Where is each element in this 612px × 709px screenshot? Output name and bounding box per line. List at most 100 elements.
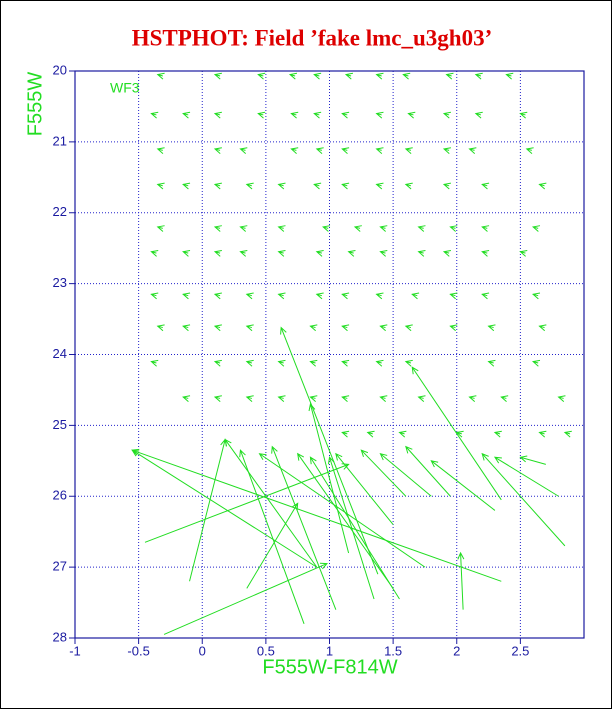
arrow — [246, 502, 299, 589]
arrow — [563, 430, 572, 438]
arrow — [182, 324, 191, 332]
arrow — [290, 147, 299, 154]
arrow — [538, 324, 547, 332]
arrow — [213, 225, 222, 232]
arrow — [257, 111, 266, 119]
annotation: WF3 — [110, 80, 140, 96]
arrow — [144, 463, 350, 543]
arrow — [455, 430, 464, 438]
arrow — [411, 292, 420, 300]
arrow — [341, 182, 350, 190]
arrow — [404, 324, 413, 332]
arrow — [239, 147, 248, 154]
arrow — [407, 111, 416, 119]
arrow — [315, 147, 324, 154]
arrow — [379, 452, 432, 497]
arrow — [297, 452, 394, 589]
y-tick-label: 20 — [53, 62, 67, 77]
arrow — [404, 359, 413, 367]
x-tick-label: 2 — [453, 643, 460, 658]
arrow — [131, 449, 318, 568]
arrow — [288, 72, 298, 80]
arrow — [375, 147, 384, 154]
arrow — [500, 395, 509, 403]
arrow — [449, 292, 458, 300]
arrow — [277, 249, 286, 257]
y-axis-label: F555W — [24, 72, 46, 137]
arrow — [531, 292, 541, 300]
arrow — [417, 249, 426, 257]
x-tick-label: 0 — [199, 643, 206, 658]
arrow — [213, 359, 222, 367]
arrow — [213, 249, 222, 257]
arrow — [257, 72, 266, 80]
arrow — [150, 359, 159, 367]
y-tick-label: 22 — [53, 204, 67, 219]
arrow — [150, 249, 159, 257]
arrow — [341, 147, 350, 154]
x-tick-label: -0.5 — [127, 643, 149, 658]
arrow — [375, 111, 384, 119]
arrow — [430, 460, 496, 511]
arrow — [442, 147, 452, 154]
arrow — [239, 249, 248, 257]
arrow — [531, 359, 541, 367]
arrow — [531, 225, 541, 232]
arrow — [150, 111, 159, 119]
arrow — [375, 359, 384, 367]
arrow — [481, 225, 490, 232]
arrow — [505, 72, 514, 80]
y-tick-label: 26 — [53, 488, 67, 503]
arrow — [280, 326, 379, 575]
arrow — [245, 182, 254, 190]
arrow — [271, 445, 337, 610]
arrow — [277, 182, 286, 190]
arrow — [445, 72, 454, 80]
arrow — [474, 111, 483, 119]
arrow — [156, 72, 165, 80]
arrow — [341, 395, 350, 403]
arrow — [379, 225, 388, 232]
arrow — [313, 111, 322, 119]
y-tick-label: 23 — [53, 275, 67, 290]
arrow — [379, 324, 388, 332]
arrow — [449, 225, 458, 232]
arrow — [156, 324, 165, 332]
arrow — [213, 292, 222, 300]
x-tick-label: 1.5 — [384, 643, 402, 658]
arrow — [379, 249, 388, 257]
arrow — [245, 292, 254, 300]
arrow — [277, 292, 286, 300]
y-tick-label: 28 — [53, 629, 67, 644]
arrow — [417, 395, 426, 403]
arrow — [404, 182, 413, 190]
arrow — [189, 438, 228, 582]
arrow — [493, 430, 502, 438]
arrow — [474, 72, 483, 80]
arrow — [182, 395, 191, 403]
arrow — [405, 445, 451, 497]
arrow — [245, 324, 254, 332]
arrow — [481, 182, 490, 190]
arrow — [290, 111, 299, 119]
arrow — [308, 402, 350, 554]
arrow — [411, 366, 502, 501]
chart-title: HSTPHOT: Field ’fake lmc_u3gh03’ — [132, 25, 493, 50]
arrow — [213, 395, 222, 403]
arrow — [322, 225, 331, 232]
arrow — [313, 72, 322, 80]
x-tick-label: -1 — [69, 643, 81, 658]
arrow — [163, 562, 329, 635]
arrow — [360, 449, 407, 497]
arrow — [341, 430, 350, 438]
y-tick-label: 21 — [53, 133, 67, 148]
arrow — [538, 430, 547, 438]
arrow — [375, 182, 384, 190]
arrow — [519, 111, 528, 119]
arrow — [487, 324, 496, 332]
arrow — [309, 324, 318, 332]
arrow — [156, 225, 165, 232]
arrow — [557, 395, 566, 403]
arrow — [239, 449, 305, 624]
